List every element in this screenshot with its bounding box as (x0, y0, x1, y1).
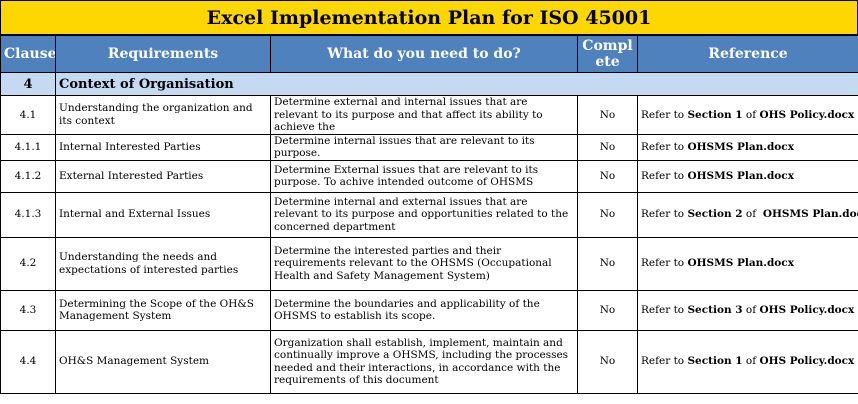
reference-cell[interactable]: Refer to Section 1 of OHS Policy.docx (637, 329, 858, 394)
ref-of: of (742, 303, 760, 316)
clause-cell[interactable]: 4.1.2 (0, 159, 56, 193)
ref-document: OHS Policy.docx (759, 108, 855, 121)
ref-of: of (742, 355, 760, 368)
what-to-do-cell[interactable]: Determine the boundaries and applicabili… (270, 289, 578, 331)
ref-prefix: Refer to (641, 355, 688, 368)
reference-cell[interactable]: Refer to Section 2 of OHSMS Plan.docx (637, 191, 858, 238)
table-row: 4.1.3 Internal and External Issues Determi… (0, 191, 858, 238)
what-to-do-cell[interactable]: Determine external and internal issues t… (270, 95, 578, 135)
what-to-do-cell[interactable]: Organization shall establish, implement,… (270, 329, 578, 394)
requirement-cell[interactable]: Understanding the needs and expectations… (55, 236, 271, 291)
header-complete-line2: ete (595, 54, 620, 70)
requirement-cell[interactable]: Internal and External Issues (55, 191, 271, 238)
complete-cell[interactable]: No (577, 329, 638, 394)
header-reference[interactable]: Reference (637, 35, 858, 73)
complete-cell[interactable]: No (577, 95, 638, 135)
ref-prefix: Refer to (641, 169, 688, 182)
ref-document: OHSMS Plan.docx (687, 257, 794, 270)
clause-cell[interactable]: 4.3 (0, 289, 56, 331)
reference-cell[interactable]: Refer to OHSMS Plan.docx (637, 236, 858, 291)
ref-prefix: Refer to (641, 140, 688, 153)
table-row: 4.1 Understanding the organization and it… (0, 95, 858, 135)
what-to-do-cell[interactable]: Determine internal and external issues t… (270, 191, 578, 238)
clause-cell[interactable]: 4.2 (0, 236, 56, 291)
sheet-title: Excel Implementation Plan for ISO 45001 (0, 0, 858, 35)
ref-section: Section 3 (687, 303, 743, 316)
clause-cell[interactable]: 4.1.1 (0, 133, 56, 161)
header-row: Clause Requirements What do you need to … (0, 35, 858, 73)
requirement-cell[interactable]: Determining the Scope of the OH&S Manage… (55, 289, 271, 331)
ref-prefix: Refer to (641, 303, 688, 316)
header-complete-line1: Compl (582, 38, 633, 54)
clause-cell[interactable]: 4.1 (0, 95, 56, 135)
requirement-cell[interactable]: Internal Interested Parties (55, 133, 271, 161)
table-row: 4.4 OH&S Management System Organization sh… (0, 329, 858, 394)
reference-cell[interactable]: Refer to OHSMS Plan.docx (637, 133, 858, 161)
ref-prefix: Refer to (641, 257, 688, 270)
ref-section: Section 1 (687, 355, 743, 368)
ref-document: OHS Policy.docx (759, 355, 855, 368)
header-complete[interactable]: Compl ete (577, 35, 638, 73)
header-clause[interactable]: Clause (0, 35, 56, 73)
ref-section: Section 1 (687, 108, 743, 121)
ref-document: OHSMS Plan.docx (687, 169, 794, 182)
complete-cell[interactable]: No (577, 236, 638, 291)
what-to-do-cell[interactable]: Determine External issues that are relev… (270, 159, 578, 193)
section-title[interactable]: Context of Organisation (55, 72, 858, 96)
section-row: 4 Context of Organisation (0, 72, 858, 96)
implementation-plan-table: Clause Requirements What do you need to … (0, 35, 858, 394)
section-clause[interactable]: 4 (0, 72, 56, 96)
requirement-cell[interactable]: Understanding the organization and its c… (55, 95, 271, 135)
requirement-cell[interactable]: OH&S Management System (55, 329, 271, 394)
clause-cell[interactable]: 4.1.3 (0, 191, 56, 238)
table-row: 4.1.1 Internal Interested Parties Determin… (0, 133, 858, 161)
ref-of: of (742, 108, 760, 121)
complete-cell[interactable]: No (577, 133, 638, 161)
ref-document: OHSMS Plan.docx (687, 140, 794, 153)
complete-cell[interactable]: No (577, 289, 638, 331)
header-requirements[interactable]: Requirements (55, 35, 271, 73)
what-to-do-cell[interactable]: Determine internal issues that are relev… (270, 133, 578, 161)
ref-section: Section 2 (687, 208, 743, 221)
ref-document: OHSMS Plan.docx (762, 208, 858, 221)
ref-prefix: Refer to (641, 208, 688, 221)
reference-cell[interactable]: Refer to Section 1 of OHS Policy.docx (637, 95, 858, 135)
what-to-do-cell[interactable]: Determine the interested parties and the… (270, 236, 578, 291)
table-row: 4.1.2 External Interested Parties Determin… (0, 159, 858, 193)
ref-prefix: Refer to (641, 108, 688, 121)
reference-cell[interactable]: Refer to OHSMS Plan.docx (637, 159, 858, 193)
reference-cell[interactable]: Refer to Section 3 of OHS Policy.docx (637, 289, 858, 331)
complete-cell[interactable]: No (577, 159, 638, 193)
ref-document: OHS Policy.docx (759, 303, 855, 316)
requirement-cell[interactable]: External Interested Parties (55, 159, 271, 193)
clause-cell[interactable]: 4.4 (0, 329, 56, 394)
table-row: 4.3 Determining the Scope of the OH&S Man… (0, 289, 858, 331)
table-row: 4.2 Understanding the needs and expectati… (0, 236, 858, 291)
header-what[interactable]: What do you need to do? (270, 35, 578, 73)
complete-cell[interactable]: No (577, 191, 638, 238)
ref-of: of (742, 208, 763, 221)
